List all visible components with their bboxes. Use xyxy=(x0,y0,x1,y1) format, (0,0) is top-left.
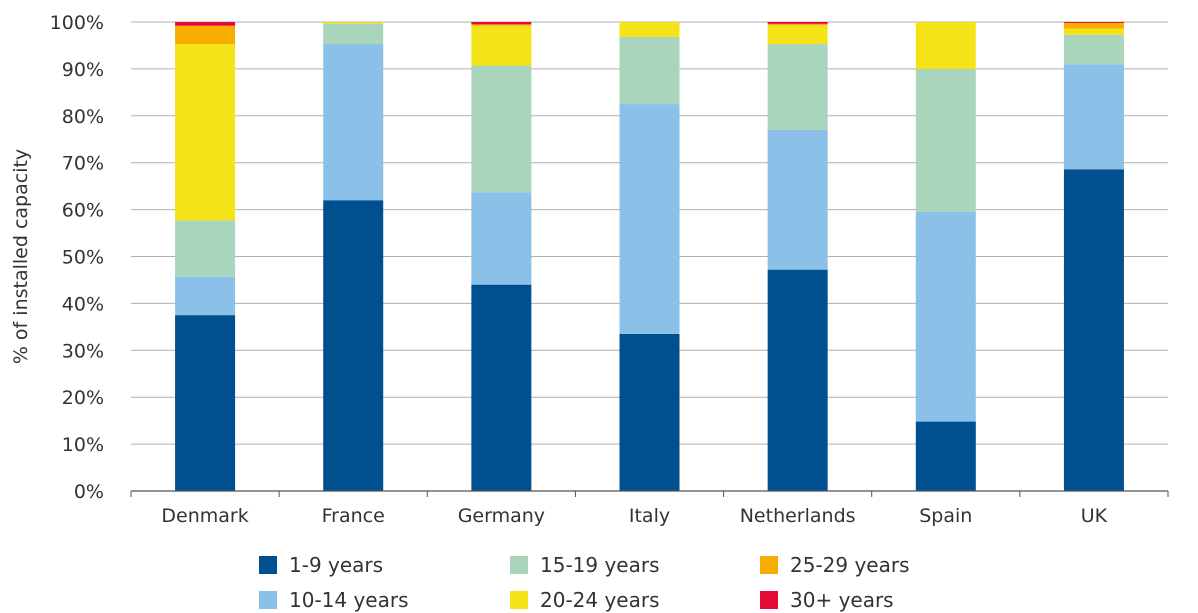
legend-label: 15-19 years xyxy=(540,553,660,577)
bar-segment-france-2 xyxy=(323,44,384,201)
x-tick-labels: Denmark France Germany Italy Netherlands Spai… xyxy=(161,505,1107,527)
bar-segment-italy-1 xyxy=(619,333,680,491)
legend-label: 1-9 years xyxy=(289,553,383,577)
y-tick-label: 90% xyxy=(62,59,104,81)
bar-segment-germany-4 xyxy=(471,25,532,66)
x-tick-label: Italy xyxy=(629,505,670,527)
x-tick-label: UK xyxy=(1081,505,1108,527)
legend: 1-9 years 10-14 years 15-19 years 20-24 yea… xyxy=(259,553,910,612)
bar-segment-spain-4 xyxy=(915,22,976,69)
bar-segment-denmark-2 xyxy=(175,276,236,316)
bar-segment-uk-1 xyxy=(1063,169,1124,492)
bar-segment-uk-2 xyxy=(1063,64,1124,170)
legend-swatch xyxy=(259,591,277,609)
bar-segment-germany-5 xyxy=(471,24,532,26)
y-tick-label: 100% xyxy=(50,12,104,34)
legend-swatch xyxy=(760,591,778,609)
bar-segment-netherlands-3 xyxy=(767,44,828,130)
bar-segment-germany-6 xyxy=(471,22,532,25)
x-tick-label: Spain xyxy=(919,505,972,527)
bar-segment-italy-2 xyxy=(619,104,680,334)
y-tick-labels: 0% 10% 20% 30% 40% 50% 60% 70% 80% 90% 100% xyxy=(50,12,104,503)
bar-segment-italy-3 xyxy=(619,37,680,105)
x-tick-label: Netherlands xyxy=(740,505,856,527)
bar-segment-spain-2 xyxy=(915,211,976,422)
bar-segment-france-1 xyxy=(323,200,384,491)
bar-segment-spain-1 xyxy=(915,421,976,491)
y-tick-label: 0% xyxy=(74,481,104,503)
legend-swatch xyxy=(510,591,528,609)
bar-segment-denmark-5 xyxy=(175,25,236,45)
legend-label: 10-14 years xyxy=(289,588,409,612)
bars xyxy=(175,22,1124,492)
bar-segment-netherlands-4 xyxy=(767,25,828,45)
y-tick-label: 80% xyxy=(62,106,104,128)
bar-segment-denmark-6 xyxy=(175,22,236,26)
bar-segment-denmark-4 xyxy=(175,44,236,221)
bar-segment-germany-2 xyxy=(471,192,532,285)
x-tick-label: France xyxy=(322,505,385,527)
y-tick-label: 70% xyxy=(62,153,104,175)
y-tick-label: 20% xyxy=(62,387,104,409)
bar-segment-germany-3 xyxy=(471,65,532,193)
y-tick-label: 10% xyxy=(62,434,104,456)
legend-label: 25-29 years xyxy=(790,553,910,577)
bar-segment-netherlands-5 xyxy=(767,23,828,26)
bar-segment-france-4 xyxy=(323,22,384,24)
y-tick-label: 30% xyxy=(62,340,104,362)
bar-segment-netherlands-1 xyxy=(767,269,828,491)
legend-swatch xyxy=(760,556,778,574)
bar-segment-spain-3 xyxy=(915,68,976,212)
legend-swatch xyxy=(510,556,528,574)
y-tick-label: 40% xyxy=(62,293,104,315)
legend-label: 30+ years xyxy=(790,588,894,612)
y-tick-label: 50% xyxy=(62,247,104,269)
bar-segment-uk-4 xyxy=(1063,28,1124,35)
bar-segment-netherlands-2 xyxy=(767,129,828,270)
x-tick-label: Germany xyxy=(458,505,545,527)
x-tick-label: Denmark xyxy=(161,505,248,527)
bar-segment-netherlands-6 xyxy=(767,22,828,24)
legend-label: 20-24 years xyxy=(540,588,660,612)
bar-segment-germany-1 xyxy=(471,284,532,491)
bar-segment-uk-5 xyxy=(1063,22,1124,29)
bar-segment-uk-6 xyxy=(1063,22,1124,23)
bar-segment-uk-3 xyxy=(1063,34,1124,65)
y-axis-label: % of installed capacity xyxy=(10,149,32,364)
bar-segment-denmark-3 xyxy=(175,220,236,277)
bar-segment-denmark-1 xyxy=(175,315,236,491)
bar-segment-france-3 xyxy=(323,23,384,45)
bar-segment-italy-4 xyxy=(619,22,680,38)
y-tick-label: 60% xyxy=(62,200,104,222)
axes xyxy=(130,490,1169,497)
legend-swatch xyxy=(259,556,277,574)
